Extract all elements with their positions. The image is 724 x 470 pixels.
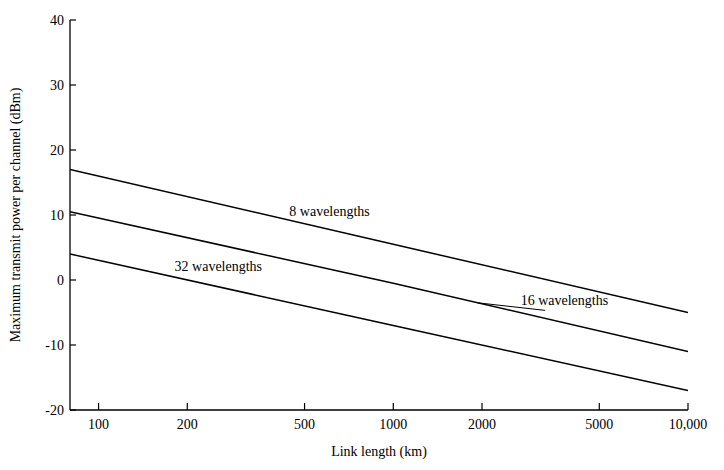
y-axis-title: Maximum transmit power per channel (dBm): [8, 87, 24, 342]
x-tick-label: 10,000: [669, 417, 708, 432]
x-tick-label: 500: [294, 417, 315, 432]
series-line: [70, 212, 688, 352]
series-line: [70, 170, 688, 313]
x-tick: [393, 403, 394, 410]
x-tick: [304, 403, 305, 410]
y-tick: [70, 149, 76, 150]
y-tick: [70, 214, 76, 215]
x-tick: [599, 403, 600, 410]
series-label: 32 wavelengths: [175, 259, 262, 274]
y-tick: [70, 344, 76, 345]
y-tick-label: 30: [50, 78, 64, 93]
x-tick-label: 100: [88, 417, 109, 432]
series-label: 16 wavelengths: [521, 293, 608, 308]
x-tick: [187, 403, 188, 410]
chart: -20 -10 0 10 20 30 40 100 200 500 1000 2000 5000 10,0…: [0, 0, 724, 470]
y-tick-label: 0: [57, 273, 64, 288]
y-tick: [70, 84, 76, 85]
x-tick: [98, 403, 99, 410]
x-tick-label: 1000: [379, 417, 407, 432]
leader-line: [478, 303, 545, 311]
series-line: [70, 254, 688, 391]
y-tick-label: -10: [45, 338, 64, 353]
x-axis-title: Link length (km): [331, 444, 427, 460]
x-axis-line: [70, 409, 688, 410]
y-tick: [70, 409, 76, 410]
x-tick-label: 2000: [468, 417, 496, 432]
y-tick: [70, 19, 76, 20]
x-tick-label: 200: [177, 417, 198, 432]
x-tick: [481, 403, 482, 410]
x-tick-label: 5000: [585, 417, 613, 432]
y-tick-label: 20: [50, 143, 64, 158]
y-tick-label: 40: [50, 13, 64, 28]
x-tick: [687, 403, 688, 410]
series-label: 8 wavelengths: [289, 204, 369, 219]
plot-lines: [70, 170, 688, 391]
y-tick-label: 10: [50, 208, 64, 223]
y-tick: [70, 279, 76, 280]
y-tick-label: -20: [45, 403, 64, 418]
